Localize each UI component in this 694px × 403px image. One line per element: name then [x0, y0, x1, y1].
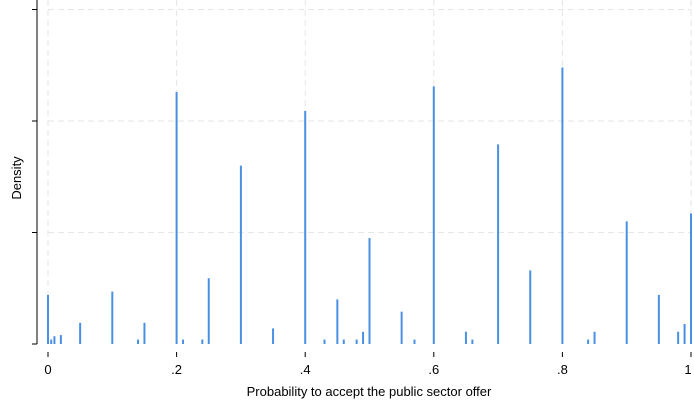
x-tick-label: .6	[428, 362, 439, 377]
x-tick-label: .2	[171, 362, 182, 377]
y-ticks	[32, 9, 37, 345]
x-tick-label: .8	[557, 362, 568, 377]
y-axis-title: Density	[9, 156, 24, 200]
x-tick-label: .4	[300, 362, 311, 377]
x-tick-label: 1	[684, 362, 691, 377]
x-axis-title: Probability to accept the public sector …	[247, 384, 492, 399]
x-ticks: 0 .2 .4 .6 .8 1	[44, 352, 692, 377]
bars	[47, 67, 692, 344]
x-tick-label: 0	[44, 362, 51, 377]
